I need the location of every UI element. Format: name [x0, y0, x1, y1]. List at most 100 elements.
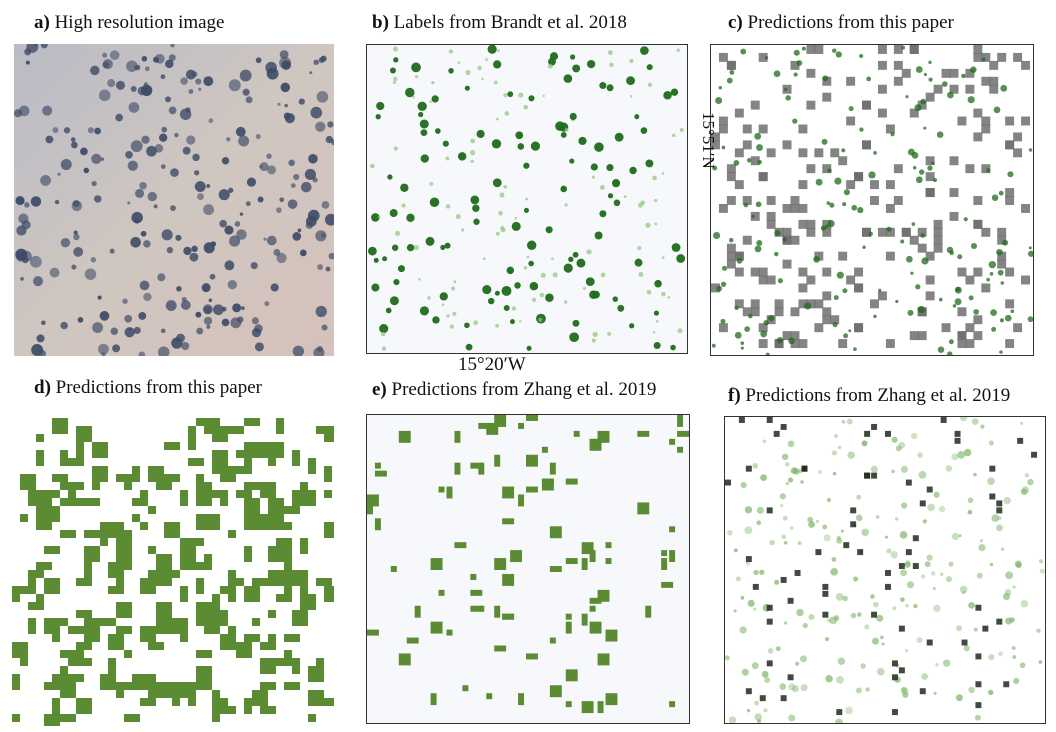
prediction-cell [806, 299, 816, 309]
label-crown [711, 343, 716, 348]
longitude-label: 15°20′W [458, 354, 526, 375]
prediction-cell [44, 618, 52, 634]
label-crown [523, 207, 530, 213]
label-crown [542, 94, 545, 98]
tree-crown [102, 52, 108, 58]
prediction-cell [236, 578, 244, 586]
prediction-cell [822, 267, 832, 277]
label-crown [757, 159, 762, 165]
label-crown [968, 602, 975, 609]
prediction-cell [156, 602, 164, 618]
prediction-cell [589, 605, 596, 612]
prediction-cell [885, 251, 895, 261]
tree-crown [315, 305, 327, 318]
tree-crown [280, 82, 291, 93]
prediction-cell [308, 458, 316, 474]
tree-crown [170, 168, 179, 177]
label-crown [988, 440, 994, 446]
label-crown [371, 283, 380, 292]
prediction-cell [957, 339, 967, 349]
label-crown [760, 474, 767, 481]
label-crown [751, 214, 755, 219]
prediction-cell [1003, 681, 1010, 688]
label-crown [779, 493, 786, 500]
label-crown [746, 158, 752, 163]
label-crown [868, 231, 873, 237]
panel-b-label-map [366, 44, 688, 354]
prediction-cell [773, 430, 780, 437]
label-crown [491, 139, 502, 149]
prediction-cell [766, 604, 773, 611]
prediction-cell [148, 546, 156, 554]
prediction-cell [912, 535, 919, 542]
prediction-cell [981, 52, 991, 62]
tree-crown [141, 55, 148, 62]
label-crown [855, 687, 862, 694]
tree-crown [124, 327, 135, 338]
prediction-cell [766, 507, 773, 514]
label-crown [901, 686, 907, 693]
prediction-cell [965, 323, 975, 333]
label-crown [529, 281, 539, 291]
prediction-cell [766, 219, 776, 229]
label-crown [720, 318, 726, 324]
label-crown [417, 101, 427, 111]
tree-crown [221, 318, 230, 327]
label-crown [848, 106, 854, 112]
prediction-cell [324, 434, 334, 442]
label-crown [952, 304, 957, 308]
prediction-cell [661, 550, 668, 557]
tree-crown [245, 96, 253, 104]
label-crown [920, 233, 925, 238]
label-crown [1028, 148, 1033, 152]
prediction-cell [204, 674, 212, 690]
tree-crown [32, 276, 44, 287]
prediction-cell [814, 148, 824, 158]
label-crown [968, 295, 974, 301]
prediction-cell [292, 570, 308, 586]
label-crown [1005, 571, 1014, 580]
label-crown [976, 572, 983, 579]
prediction-cell [996, 507, 1003, 514]
tree-crown [143, 292, 152, 302]
label-crown [792, 467, 799, 474]
label-crown [843, 333, 849, 339]
label-crown [753, 607, 757, 611]
prediction-cell [790, 307, 800, 317]
prediction-cell [726, 251, 736, 261]
prediction-cell [156, 562, 172, 570]
prediction-cell [885, 339, 895, 349]
prediction-cell [997, 52, 1007, 62]
panel-f-zhang-overlay [724, 416, 1046, 724]
prediction-cell [526, 486, 538, 493]
label-crown [726, 77, 733, 84]
label-crown [832, 321, 838, 328]
prediction-cell [742, 140, 752, 150]
prediction-cell [573, 430, 580, 437]
prediction-cell [196, 578, 204, 594]
prediction-cell [973, 45, 983, 54]
label-crown [638, 272, 644, 277]
prediction-cell [726, 196, 736, 205]
prediction-cell [822, 164, 832, 174]
prediction-cell [726, 243, 736, 253]
tree-crown [131, 211, 143, 224]
prediction-cell [430, 558, 443, 570]
prediction-cell [470, 573, 477, 580]
label-crown [866, 76, 872, 82]
prediction-cell [164, 474, 180, 482]
prediction-cell [36, 434, 44, 442]
tree-crown [277, 102, 281, 106]
tree-crown [224, 225, 234, 235]
label-crown [905, 95, 909, 99]
tree-crown [227, 279, 238, 290]
prediction-cell [84, 562, 92, 578]
tree-crown [299, 249, 307, 257]
tree-crown [201, 283, 211, 293]
label-crown [493, 60, 502, 69]
label-crown [991, 326, 997, 332]
label-crown [947, 91, 954, 99]
label-crown [504, 111, 510, 116]
label-crown [733, 548, 738, 553]
label-crown [782, 515, 788, 521]
